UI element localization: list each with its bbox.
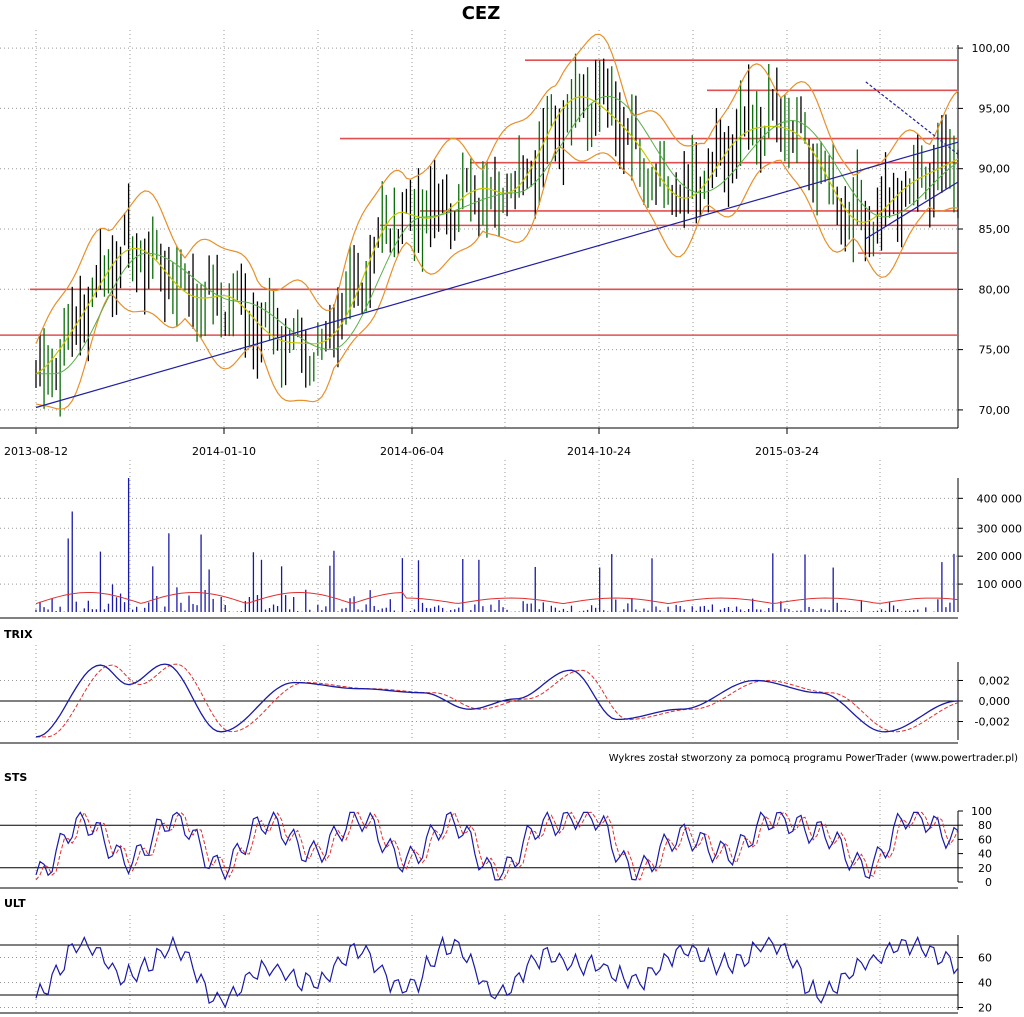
trendline-1: [865, 181, 959, 240]
price-xtick-label-2: 2014-06-04: [380, 445, 444, 458]
volume-ytick-label-3: 400 000: [977, 492, 1023, 505]
price-xtick-label-0: 2013-08-12: [4, 445, 68, 458]
volume-ytick-label-0: 100 000: [977, 578, 1023, 591]
trix-ytick-label-2: -0,002: [975, 716, 1010, 729]
bollinger-upper: [35, 33, 959, 344]
sts-ytick-label-4: 20: [978, 862, 992, 875]
sts-label: STS: [4, 771, 27, 784]
price-ytick-label-5: 95,00: [979, 102, 1011, 115]
trix-ytick-label-0: 0,002: [979, 674, 1011, 687]
sts-ytick-label-0: 100: [971, 805, 992, 818]
price-xtick-label-1: 2014-01-10: [192, 445, 256, 458]
trendline-2: [865, 81, 959, 155]
sts-ytick-label-2: 60: [978, 833, 992, 846]
moving-average-slow: [36, 95, 959, 375]
sts-line: [35, 810, 959, 881]
ult-ytick-label-2: 20: [978, 1002, 992, 1015]
credit-text: Wykres został stworzony za pomocą progra…: [609, 753, 1018, 764]
trendline-0: [35, 141, 959, 409]
volume-ytick-label-1: 200 000: [977, 550, 1023, 563]
chart-title: CEZ: [462, 3, 501, 24]
volume-bars: [35, 478, 959, 612]
sts-ytick-label-3: 40: [978, 848, 992, 861]
price-ytick-label-2: 80,00: [979, 283, 1011, 296]
trix-label: TRIX: [4, 628, 33, 641]
sts-signal: [35, 811, 959, 881]
ult-ytick-label-1: 40: [978, 977, 992, 990]
price-ytick-label-0: 70,00: [979, 404, 1011, 417]
price-xtick-label-3: 2014-10-24: [567, 445, 631, 458]
ult-line: [35, 935, 959, 1009]
sts-ytick-label-1: 80: [978, 819, 992, 832]
price-ytick-label-6: 100,00: [972, 42, 1011, 55]
volume-average: [35, 591, 959, 605]
price-ytick-label-3: 85,00: [979, 223, 1011, 236]
moving-average: [35, 96, 959, 375]
ult-label: ULT: [4, 897, 26, 910]
bollinger-lower: [35, 145, 959, 410]
price-ytick-label-4: 90,00: [979, 163, 1011, 176]
volume-ytick-label-2: 300 000: [977, 522, 1023, 535]
price-ytick-label-1: 75,00: [979, 344, 1011, 357]
trix-line: [35, 663, 959, 738]
trix-ytick-label-1: 0,000: [979, 695, 1011, 708]
trix-signal: [36, 663, 959, 738]
price-xtick-label-4: 2015-03-24: [755, 445, 819, 458]
ult-ytick-label-0: 60: [978, 952, 992, 965]
sts-ytick-label-5: 0: [985, 876, 992, 889]
